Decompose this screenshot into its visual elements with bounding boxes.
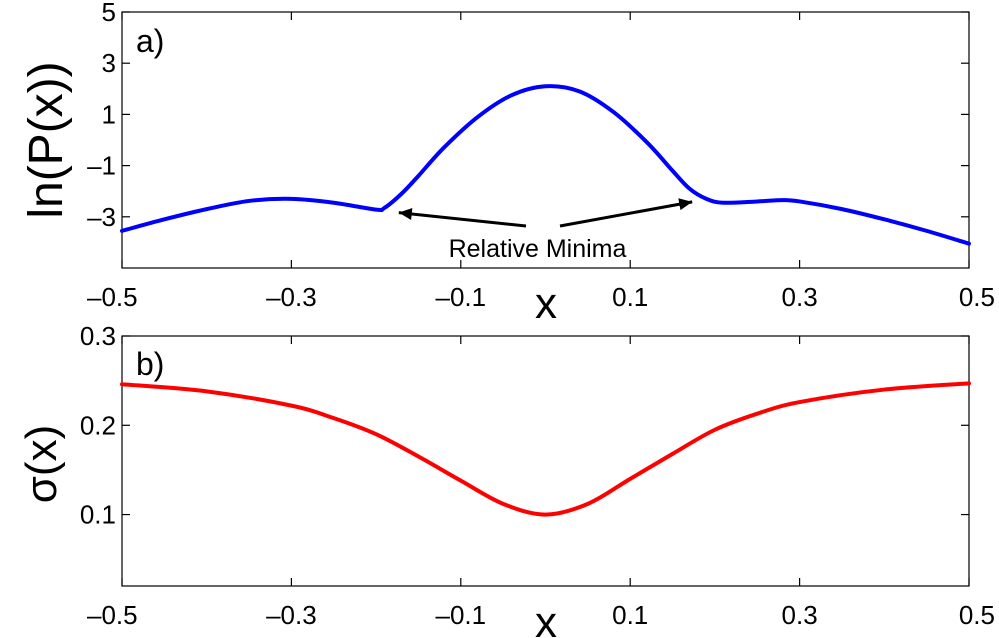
panel-b-label: b) — [136, 346, 164, 382]
panel-b-xlabel: x — [535, 598, 557, 638]
panel-a-xtick-label: 0.1 — [612, 282, 648, 312]
panel-b-series-line — [120, 381, 971, 517]
panel-b-ylabel: σ(x) — [17, 425, 66, 503]
panel-b-xtick-label: 0.5 — [959, 600, 995, 630]
panel-a-ylabel: ln(P(x)) — [20, 61, 73, 218]
panel-a-xtick-label: 0.3 — [782, 282, 818, 312]
annotation-arrow — [398, 211, 527, 228]
panel-b-xtick-label: 0.1 — [612, 600, 648, 630]
panel-a-ytick-label: 3 — [102, 48, 116, 78]
panel-b-xtick-label: –0.5 — [87, 600, 138, 630]
annotation-arrowhead — [678, 198, 693, 211]
panel-b: b) σ(x) x –0.5 –0.3 –0.1 0.1 0.3 0.5 0.1 0.2 0.3 — [17, 321, 995, 638]
panel-a-ytick-label: –1 — [87, 151, 116, 181]
panel-b-xtick-label: –0.1 — [435, 600, 486, 630]
panel-a-xlabel: x — [535, 279, 557, 328]
relative-minima-annotation: Relative Minima — [449, 235, 627, 263]
panel-a-xtick-label: 0.5 — [959, 282, 995, 312]
panel-b-xtick-label: –0.3 — [266, 600, 317, 630]
panel-a-plot-frame — [121, 11, 970, 269]
panel-a-ytick-label: 1 — [102, 99, 116, 129]
panel-a: a) ln(P(x)) x –0.5 –0.3 –0.1 0.1 0.3 0.5 –3 –1 1… — [20, 0, 995, 328]
panel-b-ytick-label: 0.1 — [80, 500, 116, 530]
panel-a-label: a) — [136, 23, 164, 59]
panel-a-xtick-label: –0.3 — [266, 282, 317, 312]
panel-a-ytick-label: 5 — [102, 0, 116, 27]
panel-a-series-line — [120, 84, 971, 246]
panel-a-ytick-label: –3 — [87, 202, 116, 232]
panel-b-ytick-label: 0.3 — [80, 321, 116, 351]
panel-a-xtick-label: –0.5 — [87, 282, 138, 312]
annotation-arrow — [559, 200, 693, 228]
panel-a-xtick-label: –0.1 — [435, 282, 486, 312]
panel-b-ytick-label: 0.2 — [80, 410, 116, 440]
annotation-arrowhead — [398, 208, 413, 220]
panel-b-plot-frame — [121, 335, 970, 587]
panel-b-xtick-label: 0.3 — [782, 600, 818, 630]
